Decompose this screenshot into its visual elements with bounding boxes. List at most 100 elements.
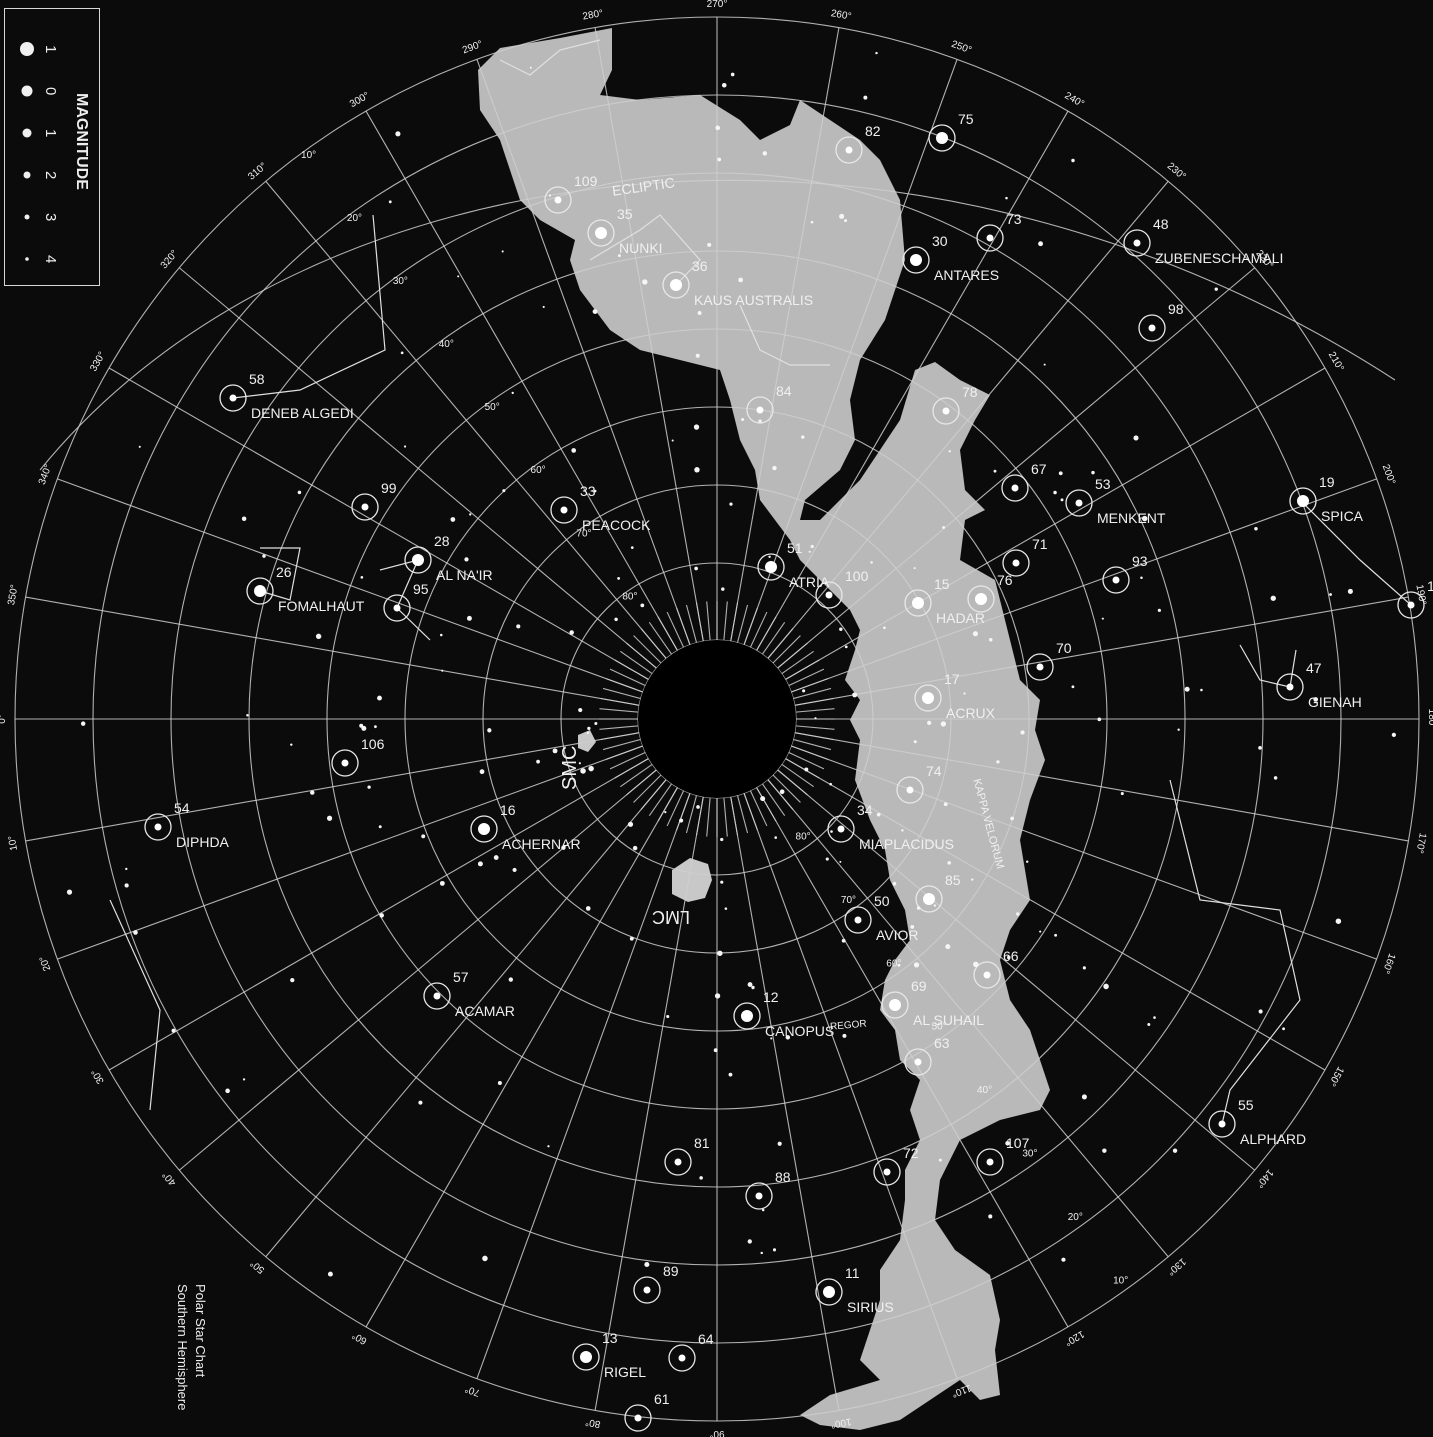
- constellation-line: [1239, 644, 1297, 688]
- star-ring: [331, 749, 359, 777]
- pole-tick: [648, 783, 673, 816]
- star-number: 12: [763, 989, 779, 1005]
- star-name: ACHERNAR: [502, 836, 581, 852]
- background-star: [593, 489, 597, 493]
- dec-label: 40°: [977, 1085, 992, 1096]
- star-number: 99: [381, 480, 397, 496]
- star: [936, 132, 948, 144]
- ra-spoke: [777, 769, 1256, 1171]
- star-number: 75: [958, 111, 974, 127]
- background-star: [1005, 1141, 1010, 1146]
- star-name: CANOPUS: [765, 1023, 834, 1039]
- background-star: [717, 157, 722, 162]
- pole-tick: [781, 650, 814, 675]
- star-ring: [928, 124, 956, 152]
- star: [942, 407, 950, 415]
- star-number: 17: [944, 671, 960, 687]
- star-ring: [757, 553, 785, 581]
- pole-tick: [791, 678, 829, 693]
- background-star: [588, 765, 594, 772]
- background-star: [1258, 1009, 1263, 1014]
- background-star: [830, 830, 833, 833]
- legend-value: 0: [42, 87, 59, 95]
- background-star: [374, 725, 377, 729]
- ra-spoke: [476, 59, 691, 645]
- background-star: [720, 880, 724, 884]
- background-star: [1058, 471, 1063, 476]
- star: [1148, 324, 1156, 332]
- star-ring: [873, 1158, 901, 1186]
- star: [678, 1354, 686, 1362]
- background-star: [801, 435, 805, 439]
- background-star: [241, 516, 247, 521]
- background-star: [839, 213, 845, 219]
- background-star: [1270, 595, 1276, 601]
- background-star: [1010, 816, 1014, 821]
- star-ring: [351, 493, 379, 521]
- background-star: [714, 993, 721, 999]
- star: [765, 561, 777, 573]
- background-star: [571, 448, 577, 453]
- star: [1297, 495, 1309, 507]
- background-star: [724, 907, 728, 910]
- background-star: [694, 467, 700, 473]
- ra-label: 90°: [709, 1428, 724, 1437]
- constellation-lines: [109, 39, 1412, 1125]
- ra-spoke: [25, 596, 640, 706]
- background-star: [548, 194, 552, 197]
- star-number: 71: [1032, 536, 1048, 552]
- background-star: [664, 811, 667, 814]
- constellation-line: [259, 547, 301, 601]
- background-star: [630, 546, 634, 550]
- background-star: [1200, 688, 1203, 692]
- legend-dot: [21, 85, 33, 97]
- pole-tick: [788, 668, 825, 687]
- pole-tick: [640, 628, 667, 659]
- star: [986, 234, 994, 242]
- star-ring: [1102, 566, 1130, 594]
- star-ring: [904, 589, 932, 617]
- background-star: [262, 554, 266, 558]
- pole-tick: [685, 604, 698, 643]
- background-star: [945, 944, 951, 950]
- star-number: 103: [1427, 578, 1433, 594]
- star-number: 84: [776, 383, 792, 399]
- pole-tick: [609, 668, 646, 687]
- pole-tick: [749, 611, 768, 648]
- pole-tick: [795, 708, 835, 713]
- background-star: [1133, 435, 1139, 441]
- background-star: [578, 762, 581, 765]
- background-star: [1335, 918, 1342, 924]
- star-ring: [1001, 474, 1029, 502]
- star-number: 88: [775, 1169, 791, 1185]
- pole-tick: [761, 783, 786, 816]
- legend-dot: [25, 257, 29, 261]
- star-number: 19: [1319, 474, 1335, 490]
- star-number: 82: [865, 123, 881, 139]
- background-star: [617, 254, 621, 258]
- pole-tick: [791, 745, 829, 760]
- ra-spoke: [178, 769, 657, 1171]
- background-star: [466, 615, 472, 621]
- ra-spoke: [730, 796, 840, 1411]
- star-ring: [1065, 489, 1093, 517]
- star-ring: [976, 224, 1004, 252]
- background-star: [695, 353, 700, 358]
- background-star: [741, 418, 745, 422]
- star: [643, 1286, 651, 1294]
- dec-label: 60°: [886, 958, 901, 969]
- background-star: [870, 561, 873, 564]
- constellation-line: [589, 214, 701, 286]
- smc-cloud: [578, 730, 596, 752]
- ra-label: 10°: [7, 835, 20, 852]
- background-star: [1020, 730, 1025, 735]
- background-star: [842, 1033, 847, 1038]
- ra-spoke: [785, 758, 1326, 1071]
- pole-tick: [695, 796, 704, 836]
- star-name: SPICA: [1321, 508, 1364, 524]
- star: [825, 591, 833, 599]
- ra-spoke: [57, 745, 643, 960]
- star-ring: [633, 1276, 661, 1304]
- background-star: [988, 1214, 993, 1219]
- star: [229, 394, 237, 402]
